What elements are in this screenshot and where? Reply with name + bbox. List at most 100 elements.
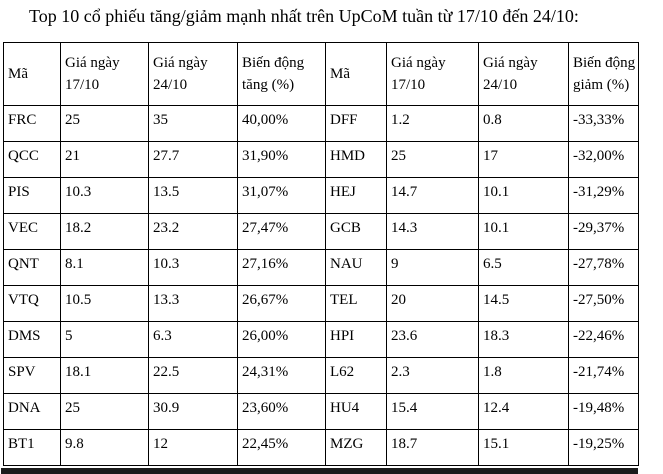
- table-row: DMS 5 6.3 26,00% HPI 23.6 18.3 -22,46%: [3, 321, 639, 358]
- price-cell: 10.1: [478, 177, 569, 214]
- header-price-17-10-gain: Giá ngày 17/10: [60, 42, 149, 106]
- price-cell: 14.5: [478, 285, 569, 322]
- ticker-cell: HMD: [325, 141, 387, 178]
- change-cell: 31,90%: [237, 141, 326, 178]
- change-cell: -22,46%: [568, 321, 639, 358]
- price-cell: 18.2: [60, 213, 149, 250]
- price-cell: 18.7: [386, 429, 479, 466]
- price-cell: 2.3: [386, 357, 479, 394]
- price-cell: 10.3: [148, 249, 238, 286]
- price-cell: 18.3: [478, 321, 569, 358]
- price-cell: 15.4: [386, 393, 479, 430]
- ticker-cell: PIS: [3, 177, 61, 214]
- change-cell: -27,78%: [568, 249, 639, 286]
- change-cell: -29,37%: [568, 213, 639, 250]
- price-cell: 6.5: [478, 249, 569, 286]
- page-title: Top 10 cổ phiếu tăng/giảm mạnh nhất trên…: [29, 6, 579, 26]
- table-row: FRC 25 35 40,00% DFF 1.2 0.8 -33,33%: [3, 105, 639, 142]
- price-cell: 23.6: [386, 321, 479, 358]
- price-cell: 10.3: [60, 177, 149, 214]
- ticker-cell: HEJ: [325, 177, 387, 214]
- table-row: QCC 21 27.7 31,90% HMD 25 17 -32,00%: [3, 141, 639, 178]
- header-row: Mã Giá ngày 17/10 Giá ngày 24/10 Biến độ…: [3, 42, 639, 106]
- ticker-cell: QNT: [3, 249, 61, 286]
- header-change-gain: Biến động tăng (%): [237, 42, 326, 106]
- table-row: SPV 18.1 22.5 24,31% L62 2.3 1.8 -21,74%: [3, 357, 639, 394]
- change-cell: 23,60%: [237, 393, 326, 430]
- price-cell: 0.8: [478, 105, 569, 142]
- header-ticker-loss: Mã: [325, 42, 387, 106]
- ticker-cell: GCB: [325, 213, 387, 250]
- cropped-element-edge: [1, 468, 638, 474]
- ticker-cell: L62: [325, 357, 387, 394]
- price-cell: 12: [148, 429, 238, 466]
- ticker-cell: HU4: [325, 393, 387, 430]
- price-cell: 1.2: [386, 105, 479, 142]
- ticker-cell: TEL: [325, 285, 387, 322]
- header-ticker-gain: Mã: [3, 42, 61, 106]
- header-price-17-10-loss: Giá ngày 17/10: [386, 42, 479, 106]
- ticker-cell: NAU: [325, 249, 387, 286]
- price-cell: 18.1: [60, 357, 149, 394]
- table-row: VTQ 10.5 13.3 26,67% TEL 20 14.5 -27,50%: [3, 285, 639, 322]
- table-row: DNA 25 30.9 23,60% HU4 15.4 12.4 -19,48%: [3, 393, 639, 430]
- price-cell: 12.4: [478, 393, 569, 430]
- price-cell: 20: [386, 285, 479, 322]
- price-cell: 9.8: [60, 429, 149, 466]
- header-price-24-10-loss: Giá ngày 24/10: [478, 42, 569, 106]
- price-cell: 14.7: [386, 177, 479, 214]
- price-cell: 6.3: [148, 321, 238, 358]
- change-cell: 26,00%: [237, 321, 326, 358]
- ticker-cell: VTQ: [3, 285, 61, 322]
- change-cell: 40,00%: [237, 105, 326, 142]
- ticker-cell: QCC: [3, 141, 61, 178]
- change-cell: 31,07%: [237, 177, 326, 214]
- price-cell: 8.1: [60, 249, 149, 286]
- ticker-cell: MZG: [325, 429, 387, 466]
- ticker-cell: FRC: [3, 105, 61, 142]
- price-cell: 27.7: [148, 141, 238, 178]
- price-cell: 25: [60, 393, 149, 430]
- change-cell: 27,16%: [237, 249, 326, 286]
- change-cell: -21,74%: [568, 357, 639, 394]
- price-cell: 10.5: [60, 285, 149, 322]
- price-cell: 30.9: [148, 393, 238, 430]
- ticker-cell: DNA: [3, 393, 61, 430]
- price-cell: 13.3: [148, 285, 238, 322]
- ticker-cell: DMS: [3, 321, 61, 358]
- price-cell: 25: [386, 141, 479, 178]
- price-cell: 35: [148, 105, 238, 142]
- change-cell: -33,33%: [568, 105, 639, 142]
- table-row: QNT 8.1 10.3 27,16% NAU 9 6.5 -27,78%: [3, 249, 639, 286]
- table-row: PIS 10.3 13.5 31,07% HEJ 14.7 10.1 -31,2…: [3, 177, 639, 214]
- price-cell: 10.1: [478, 213, 569, 250]
- price-cell: 17: [478, 141, 569, 178]
- top10-upcom-table: Mã Giá ngày 17/10 Giá ngày 24/10 Biến độ…: [3, 42, 639, 466]
- change-cell: -19,25%: [568, 429, 639, 466]
- price-cell: 1.8: [478, 357, 569, 394]
- price-cell: 5: [60, 321, 149, 358]
- price-cell: 15.1: [478, 429, 569, 466]
- change-cell: -27,50%: [568, 285, 639, 322]
- change-cell: -19,48%: [568, 393, 639, 430]
- ticker-cell: SPV: [3, 357, 61, 394]
- header-change-loss: Biến động giảm (%): [568, 42, 639, 106]
- change-cell: -32,00%: [568, 141, 639, 178]
- change-cell: -31,29%: [568, 177, 639, 214]
- price-cell: 25: [60, 105, 149, 142]
- change-cell: 26,67%: [237, 285, 326, 322]
- ticker-cell: BT1: [3, 429, 61, 466]
- price-cell: 14.3: [386, 213, 479, 250]
- price-cell: 22.5: [148, 357, 238, 394]
- price-cell: 21: [60, 141, 149, 178]
- price-cell: 9: [386, 249, 479, 286]
- header-price-24-10-gain: Giá ngày 24/10: [148, 42, 238, 106]
- price-cell: 13.5: [148, 177, 238, 214]
- ticker-cell: HPI: [325, 321, 387, 358]
- table-row: VEC 18.2 23.2 27,47% GCB 14.3 10.1 -29,3…: [3, 213, 639, 250]
- table-row: BT1 9.8 12 22,45% MZG 18.7 15.1 -19,25%: [3, 429, 639, 466]
- change-cell: 22,45%: [237, 429, 326, 466]
- ticker-cell: DFF: [325, 105, 387, 142]
- ticker-cell: VEC: [3, 213, 61, 250]
- price-cell: 23.2: [148, 213, 238, 250]
